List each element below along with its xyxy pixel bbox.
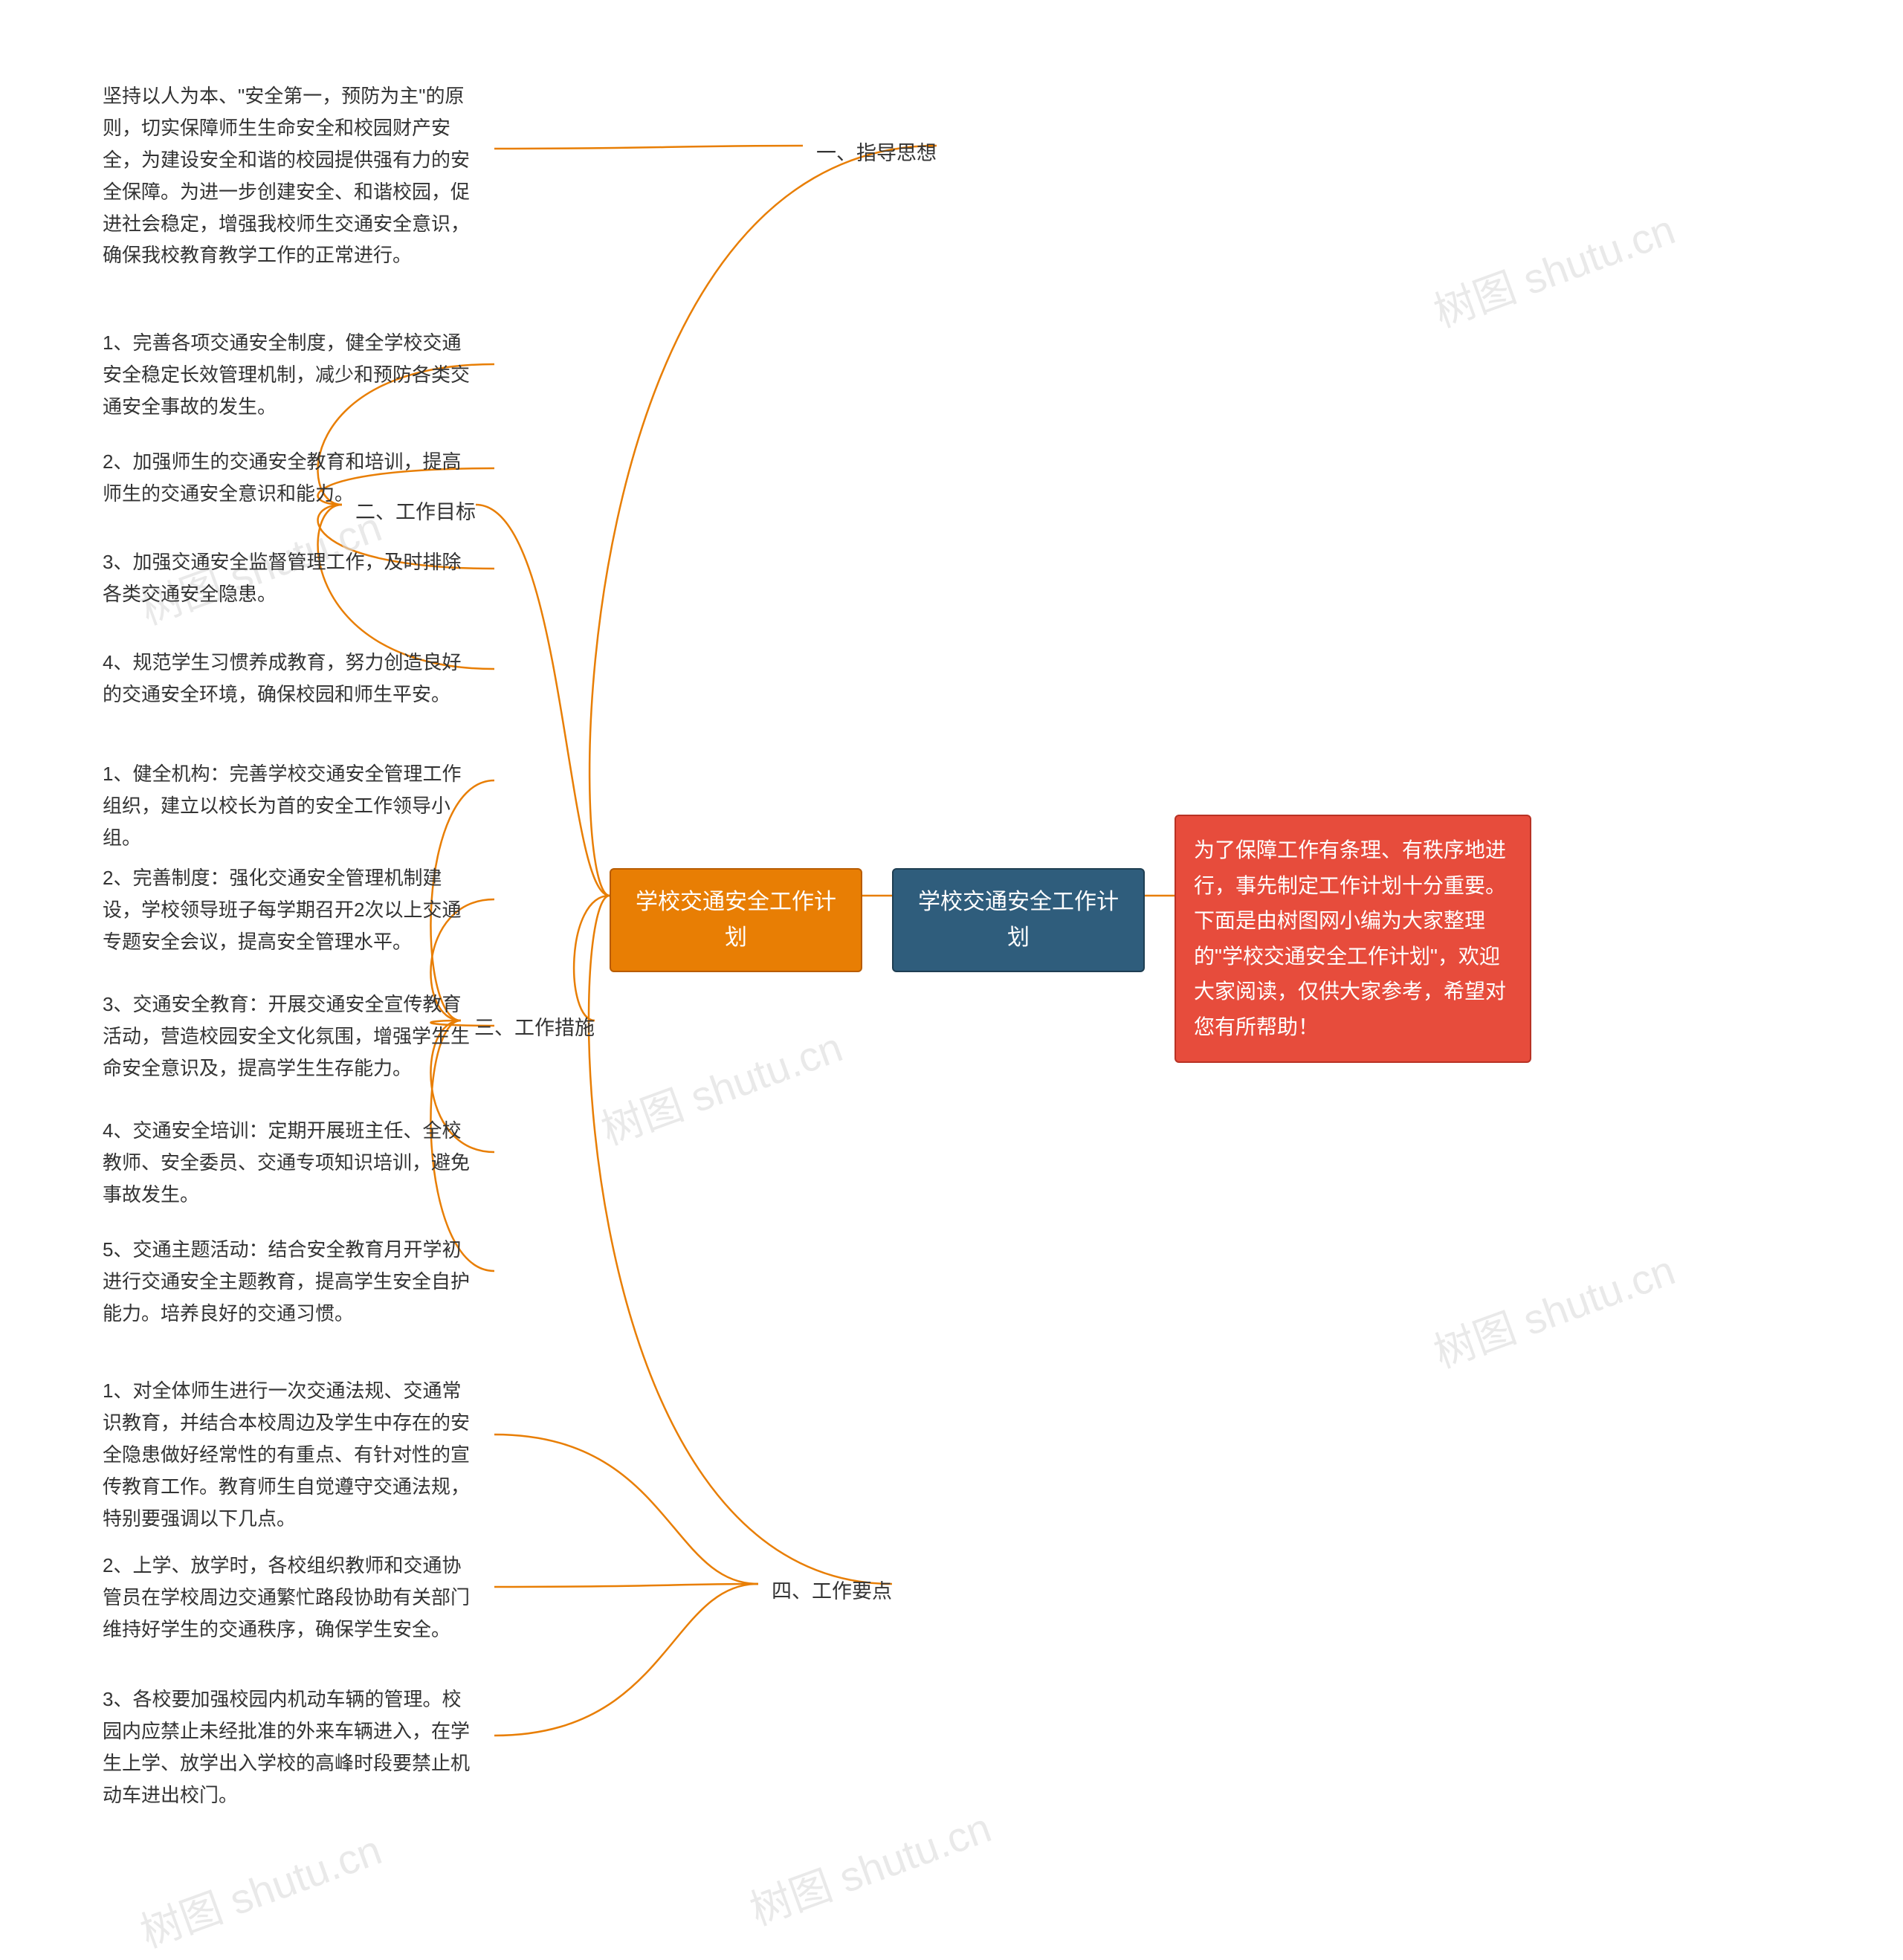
leaf-node: 1、健全机构：完善学校交通安全管理工作组织，建立以校长为首的安全工作领导小组。 [89, 751, 491, 861]
leaf-node: 2、加强师生的交通安全教育和培训，提高师生的交通安全意识和能力。 [89, 439, 491, 517]
leaf-node: 坚持以人为本、"安全第一，预防为主"的原则，切实保障师生生命安全和校园财产安全，… [89, 73, 491, 279]
section-label-4[interactable]: 四、工作要点 [758, 1568, 905, 1615]
leaf-node: 3、交通安全教育：开展交通安全宣传教育活动，营造校园安全文化氛围，增强学生生命安… [89, 981, 491, 1092]
leaf-node: 5、交通主题活动：结合安全教育月开学初进行交通安全主题教育，提高学生安全自护能力… [89, 1226, 491, 1337]
mindmap-description: 为了保障工作有条理、有秩序地进行，事先制定工作计划十分重要。下面是由树图网小编为… [1175, 815, 1531, 1063]
leaf-node: 3、加强交通安全监督管理工作，及时排除各类交通安全隐患。 [89, 539, 491, 618]
watermark: 树图 shutu.cn [1424, 196, 1682, 339]
leaf-node: 2、上学、放学时，各校组织教师和交通协管员在学校周边交通繁忙路段协助有关部门维持… [89, 1542, 491, 1653]
leaf-node: 1、对全体师生进行一次交通法规、交通常识教育，并结合本校周边及学生中存在的安全隐… [89, 1368, 491, 1542]
watermark: 树图 shutu.cn [592, 1014, 850, 1157]
mindmap-root[interactable]: 学校交通安全工作计划 [610, 868, 862, 972]
watermark: 树图 shutu.cn [131, 1817, 389, 1959]
leaf-node: 1、完善各项交通安全制度，健全学校交通安全稳定长效管理机制，减少和预防各类交通安… [89, 320, 491, 430]
watermark: 树图 shutu.cn [1424, 1237, 1682, 1380]
section-label-1[interactable]: 一、指导思想 [803, 130, 950, 177]
leaf-node: 4、规范学生习惯养成教育，努力创造良好的交通安全环境，确保校园和师生平安。 [89, 639, 491, 718]
watermark: 树图 shutu.cn [740, 1794, 998, 1937]
mindmap-title[interactable]: 学校交通安全工作计划 [892, 868, 1145, 972]
leaf-node: 2、完善制度：强化交通安全管理机制建设，学校领导班子每学期召开2次以上交通专题安… [89, 855, 491, 966]
leaf-node: 3、各校要加强校园内机动车辆的管理。校园内应禁止未经批准的外来车辆进入，在学生上… [89, 1676, 491, 1819]
leaf-node: 4、交通安全培训：定期开展班主任、全校教师、安全委员、交通专项知识培训，避免事故… [89, 1107, 491, 1218]
